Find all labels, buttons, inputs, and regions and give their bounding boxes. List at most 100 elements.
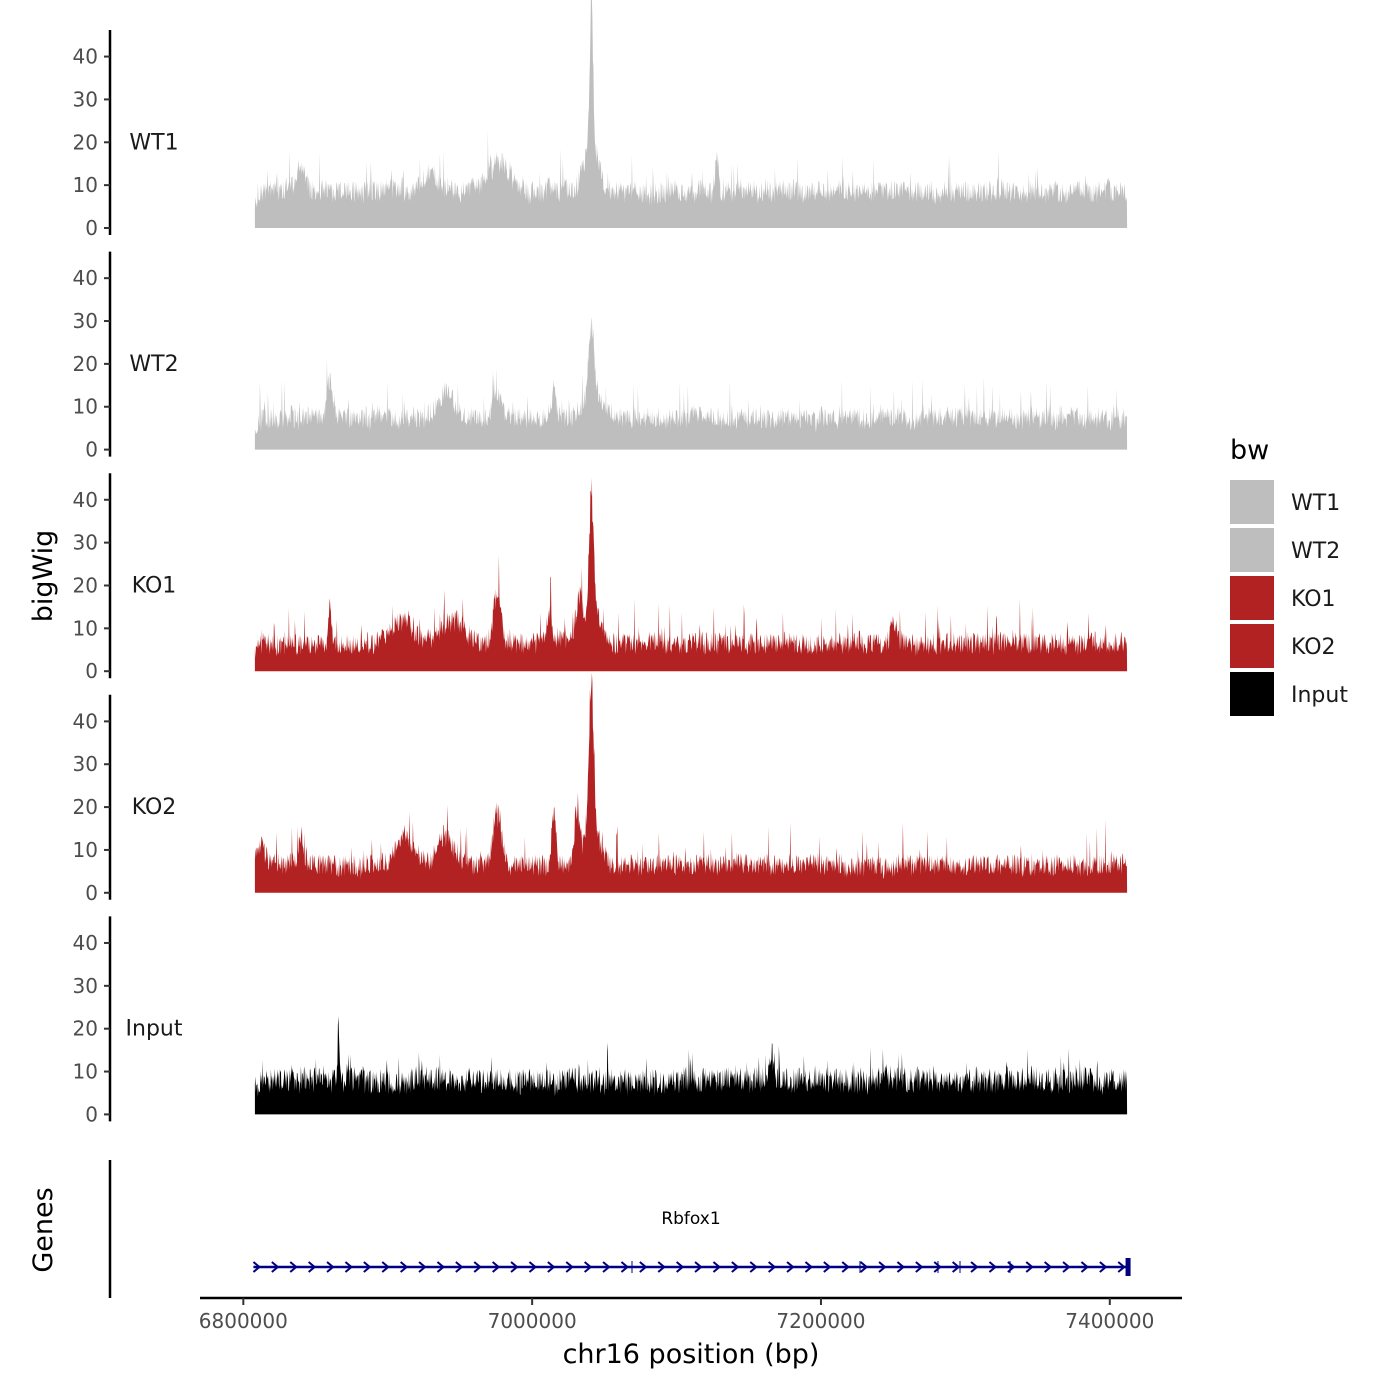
gene-strand-arrow [528,1261,537,1273]
track-ko2: 0 10 20 30 40 KO2 [73,672,1128,905]
y-tick-label-ko1-10: 10 [73,616,98,640]
y-tick-label-ko2-30: 30 [73,752,98,776]
gene-strand-arrow [271,1261,280,1273]
gene-strand-arrow [381,1261,390,1273]
track-label-wt2: WT2 [129,352,178,377]
gene-panel: Rbfox1 [108,1160,1131,1298]
x-tick-label-7000000: 7000000 [488,1309,577,1333]
x-axis: 6800000 7000000 7200000 7400000 [199,1296,1182,1333]
gene-strand-arrow [1099,1261,1108,1273]
y-tick-label-wt2-20: 20 [73,352,98,376]
y-tick-label-wt1-40: 40 [73,45,98,69]
legend-swatch-ko2 [1230,624,1274,668]
gene-strand-arrow [510,1261,519,1273]
gene-strand-arrow [252,1261,261,1273]
bigwig-tracks: 0 10 20 30 40 WT1 0 10 20 30 40 WT2 0 10 20 30 40 KO1 0 10 2… [73,0,1128,1126]
signal-area-wt2 [254,317,1128,450]
gene-strand-arrow [565,1261,574,1273]
y-tick-label-wt2-10: 10 [73,395,98,419]
legend-swatch-wt1 [1230,480,1274,524]
track-input: 0 10 20 30 40 Input [73,916,1128,1126]
y-tick-label-ko2-40: 40 [73,709,98,733]
gene-strand-arrow [951,1261,961,1273]
gene-strand-arrow [620,1261,629,1273]
y-tick-label-wt1-20: 20 [73,130,98,154]
gene-strand-arrow [712,1261,721,1273]
gene-strand-arrow [694,1261,703,1273]
y-tick-label-input-30: 30 [73,974,98,998]
gene-strand-arrow [455,1261,464,1273]
y-tick-label-input-40: 40 [73,931,98,955]
gene-strand-arrow [639,1261,648,1273]
legend-swatch-ko1 [1230,576,1274,620]
gene-strand-arrow [786,1261,795,1273]
gene-exon-last [1125,1258,1131,1276]
signal-area-ko2 [254,672,1128,893]
track-label-wt1: WT1 [129,130,178,155]
y-tick-label-wt2-0: 0 [85,438,98,462]
gene-strand-arrow [970,1261,979,1273]
gene-strand-arrow [289,1261,298,1273]
gene-strand-arrow [399,1261,409,1273]
track-wt2: 0 10 20 30 40 WT2 [73,251,1128,462]
gene-strand-arrow [731,1261,740,1273]
gene-strand-arrow [675,1261,685,1273]
legend-label-wt2: WT2 [1291,539,1340,564]
legend-title: bw [1230,435,1269,466]
y-tick-label-input-0: 0 [85,1102,98,1126]
gene-strand-arrow [491,1261,501,1273]
y-tick-label-ko1-30: 30 [73,531,98,555]
gene-strand-arrow [1080,1261,1089,1273]
gene-strand-arrow [307,1261,317,1273]
y-tick-label-wt1-10: 10 [73,173,98,197]
gene-strand-arrow [878,1261,887,1273]
gene-strand-arrow [547,1261,556,1273]
x-axis-title: chr16 position (bp) [563,1339,820,1370]
y-tick-label-wt1-30: 30 [73,87,98,111]
legend-label-ko2: KO2 [1291,635,1336,660]
gene-strand-arrow [602,1261,611,1273]
legend-label-ko1: KO1 [1291,587,1336,612]
legend-swatch-input [1230,672,1274,716]
y-tick-label-input-10: 10 [73,1060,98,1084]
track-ko1: 0 10 20 30 40 KO1 [73,473,1128,683]
legend-swatch-wt2 [1230,528,1274,572]
gene-strand-arrow [933,1261,942,1273]
track-label-input: Input [126,1017,183,1042]
y-tick-label-ko1-40: 40 [73,488,98,512]
gene-label-rbfox1: Rbfox1 [661,1209,720,1229]
gene-strand-arrow [344,1261,353,1273]
legend-label-input: Input [1291,683,1348,708]
y-tick-label-wt1-0: 0 [85,216,98,240]
y-tick-label-wt2-40: 40 [73,266,98,290]
gene-strand-arrow [657,1261,666,1273]
signal-area-wt1 [254,0,1128,228]
gene-strand-arrow [1062,1261,1071,1273]
gene-strand-arrow [1117,1261,1126,1273]
y-axis-title: bigWig [28,530,59,623]
y-tick-label-ko1-20: 20 [73,573,98,597]
gene-strand-arrow [436,1261,445,1273]
gene-strand-arrow [767,1261,777,1273]
genes-axis-title: Genes [28,1187,59,1272]
track-label-ko1: KO1 [132,573,177,598]
gene-rbfox1: Rbfox1 [252,1209,1131,1276]
legend: bw WT1 WT2 KO1 KO2 Input [1230,435,1348,716]
signal-area-ko1 [254,477,1128,672]
x-tick-label-7400000: 7400000 [1065,1309,1154,1333]
y-tick-label-input-20: 20 [73,1017,98,1041]
gene-strand-arrow [583,1261,593,1273]
track-wt1: 0 10 20 30 40 WT1 [73,0,1128,240]
gene-strand-arrow [418,1261,427,1273]
legend-label-wt1: WT1 [1291,491,1340,516]
track-label-ko2: KO2 [132,795,177,820]
y-tick-label-ko2-20: 20 [73,795,98,819]
gene-strand-arrow [841,1261,850,1273]
gene-strand-arrow [988,1261,997,1273]
signal-area-input [254,1016,1128,1115]
gene-strand-arrow [1043,1261,1053,1273]
y-tick-label-wt2-30: 30 [73,309,98,333]
gene-strand-arrow [896,1261,905,1273]
x-tick-label-6800000: 6800000 [199,1309,288,1333]
